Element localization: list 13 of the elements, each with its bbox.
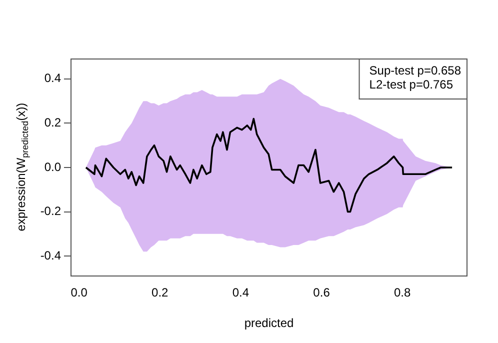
x-tick-label: 0.2 bbox=[152, 286, 169, 300]
y-tick-label: 0.2 bbox=[44, 116, 62, 130]
y-tick-label: 0.0 bbox=[44, 160, 62, 174]
x-tick-label: 0.8 bbox=[394, 286, 412, 300]
y-tick-label: -0.4 bbox=[40, 248, 62, 262]
x-tick-label: 0.0 bbox=[70, 286, 88, 300]
annotation: Sup-test p=0.658 bbox=[369, 63, 462, 78]
x-axis-title: predicted bbox=[244, 316, 294, 330]
x-tick-label: 0.4 bbox=[232, 286, 250, 300]
x-tick-label: 0.6 bbox=[313, 286, 330, 300]
annotation: L2-test p=0.765 bbox=[369, 77, 454, 92]
y-tick-label: -0.2 bbox=[40, 204, 62, 218]
y-tick-label: 0.4 bbox=[44, 71, 62, 86]
